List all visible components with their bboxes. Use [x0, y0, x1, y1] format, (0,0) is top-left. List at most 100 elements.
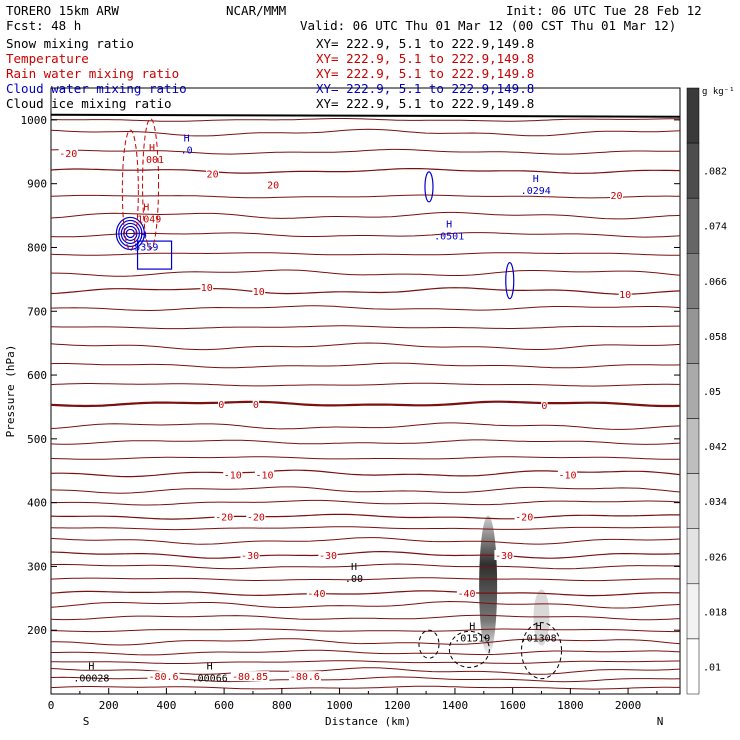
isotherm-line: [50, 128, 681, 137]
contour-label: -30: [495, 551, 513, 562]
max-marker-h: H: [207, 662, 213, 673]
colorbar-label: .018: [703, 607, 727, 618]
legend-label: Cloud ice mixing ratio: [6, 96, 172, 111]
contour-label: 10: [201, 283, 213, 294]
max-marker-value: .0501: [434, 232, 464, 243]
legend-xy: XY= 222.9, 5.1 to 222.9,149.8: [316, 51, 534, 66]
temperature-contours: [50, 113, 681, 690]
x-tick-label: 400: [156, 699, 176, 712]
max-marker-value: .00: [345, 574, 363, 585]
contour-label: -80.6: [148, 672, 178, 683]
isotherm-line: [50, 577, 681, 582]
max-marker-h: H: [533, 174, 539, 185]
cloud-ice-contour: [418, 629, 440, 659]
contour-label: 0: [541, 401, 547, 412]
max-marker-h: H: [143, 202, 149, 213]
max-marker-h: H: [140, 230, 146, 241]
x-tick-label: 2000: [615, 699, 642, 712]
contour-label: -10: [224, 471, 242, 482]
isotherm-line: [50, 614, 681, 621]
isotherm-line: [50, 342, 681, 351]
contour-label: 10: [253, 287, 265, 298]
max-marker-value: .01308: [521, 633, 557, 644]
isotherm-line: [50, 456, 680, 460]
colorbar-segment: [686, 308, 700, 364]
cloud-ice-contour: [521, 622, 563, 680]
y-tick-label: 700: [27, 305, 47, 318]
contour-label: -20: [215, 513, 233, 524]
max-marker-value: .00028: [73, 674, 109, 685]
x-tick-label: 600: [214, 699, 234, 712]
isotherm-line: [50, 590, 680, 597]
contour-label: -80.6: [290, 672, 320, 683]
colorbar-label: .066: [703, 277, 727, 288]
legend-label: Rain water mixing ratio: [6, 66, 179, 81]
snow-plume: [479, 515, 498, 656]
x-tick-label: 200: [99, 699, 119, 712]
isotherm-line: [50, 676, 681, 683]
max-marker-h: H: [351, 562, 357, 573]
legend-label: Snow mixing ratio: [6, 36, 134, 51]
cloud-water-contour: [120, 222, 140, 245]
colorbar-segment: [686, 87, 700, 144]
contour-label: -30: [319, 551, 337, 562]
max-marker-h: H: [88, 662, 94, 673]
y-axis-label: Pressure (hPa): [4, 345, 17, 438]
y-tick-label: 1000: [21, 114, 48, 127]
isotherm-line: [50, 600, 681, 609]
colorbar-label: .026: [703, 552, 727, 563]
legend-xy: XY= 222.9, 5.1 to 222.9,149.8: [316, 66, 534, 81]
init-time: Init: 06 UTC Tue 28 Feb 12: [506, 3, 702, 18]
model-title: TORERO 15km ARW: [6, 3, 119, 18]
colorbar-unit: g kg⁻¹: [702, 87, 735, 97]
isotherm-line: [50, 526, 681, 531]
colorbar-label: .05: [703, 387, 721, 398]
colorbar-label: .034: [703, 497, 727, 508]
colorbar-segment: [686, 583, 700, 640]
max-marker-value: .01519: [454, 633, 490, 644]
legend-xy: XY= 222.9, 5.1 to 222.9,149.8: [316, 36, 534, 51]
isotherm-line: [50, 252, 680, 256]
y-tick-label: 600: [27, 369, 47, 382]
mixing-ratio-contours: [115, 118, 563, 680]
isotherm-line: [50, 168, 681, 174]
x-end-right: N: [657, 715, 664, 728]
cloud-water-contour: [123, 225, 138, 242]
colorbar-segment: [686, 638, 700, 695]
legend-label: Temperature: [6, 51, 89, 66]
forecast-hour: Fcst: 48 h: [6, 18, 81, 33]
max-marker-h: H: [184, 133, 190, 144]
isotherm-line: [50, 211, 681, 220]
valid-time: Valid: 06 UTC Thu 01 Mar 12 (00 CST Thu …: [300, 18, 676, 33]
cloud-water-contour: [115, 216, 145, 251]
max-marker-value: .0: [181, 145, 193, 156]
isotherm-line: [50, 362, 681, 369]
max-marker-h: H: [446, 220, 452, 231]
isotherm-line: [50, 148, 681, 155]
x-tick-label: 1600: [499, 699, 526, 712]
isotherm-line: [50, 469, 681, 478]
y-tick-label: 800: [27, 241, 47, 254]
isotherm-line: [50, 628, 681, 633]
colorbar-label: .042: [703, 442, 727, 453]
colorbar-segment: [686, 197, 700, 254]
legend-xy: XY= 222.9, 5.1 to 222.9,149.8: [316, 96, 534, 111]
contour-labels: -80.6 -80.85 -80.6 -40 -40 -30 -30 -30 -20 -20 -20…: [58, 148, 632, 683]
cloud-water-contour: [118, 219, 143, 248]
contour-label: 20: [610, 191, 622, 202]
ground-line: [50, 113, 681, 118]
isotherm-line: [50, 550, 681, 559]
colorbar-segment: [686, 363, 700, 419]
isotherm-line: [50, 194, 680, 199]
contour-label: 10: [619, 290, 631, 301]
y-tick-label: 200: [27, 624, 47, 637]
contour-label: -40: [457, 589, 475, 600]
cloud-water-contour: [125, 228, 135, 239]
isotherm-line: [50, 305, 681, 312]
contour-label: -20: [59, 149, 77, 160]
cloud-water-contour: [424, 171, 434, 203]
colorbar-segment: [686, 253, 700, 309]
isotherm-line: [50, 118, 680, 122]
colorbar-segment: [686, 142, 700, 199]
